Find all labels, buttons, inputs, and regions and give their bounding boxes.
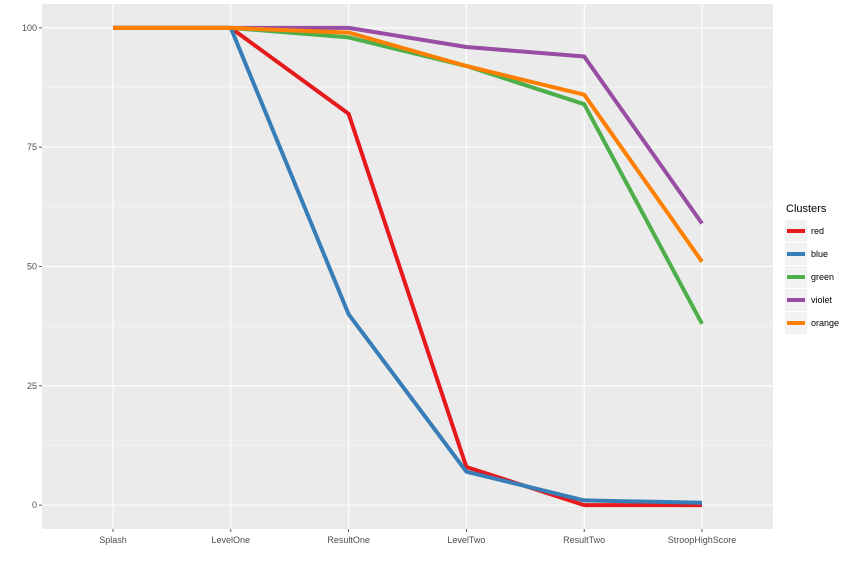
x-tick-label: Splash xyxy=(99,535,127,545)
series-lines xyxy=(113,25,704,508)
x-tick-label: LevelTwo xyxy=(447,535,485,545)
legend-label-blue: blue xyxy=(811,249,828,259)
legend-label-orange: orange xyxy=(811,318,839,328)
y-axis: 0 25 50 75 100 xyxy=(22,23,42,510)
y-tick-label: 50 xyxy=(27,262,37,272)
y-tick-label: 0 xyxy=(32,500,37,510)
legend-label-green: green xyxy=(811,272,834,282)
x-tick-label: LevelOne xyxy=(212,535,251,545)
legend-items: red blue green violet orange xyxy=(785,220,839,334)
x-axis: Splash LevelOne ResultOne LevelTwo ResultTwo… xyxy=(99,529,736,545)
x-tick-label: ResultTwo xyxy=(563,535,605,545)
y-tick-label: 25 xyxy=(27,381,37,391)
x-tick-label: ResultOne xyxy=(327,535,370,545)
legend-title: Clusters xyxy=(786,203,827,215)
y-tick-label: 100 xyxy=(22,23,37,33)
legend-label-violet: violet xyxy=(811,295,833,305)
minor-gridlines xyxy=(42,87,773,446)
x-tick-label: StroopHighScore xyxy=(668,535,737,545)
legend-label-red: red xyxy=(811,226,824,236)
y-tick-label: 75 xyxy=(27,142,37,152)
legend: Clusters red blue green violet orange xyxy=(785,203,839,334)
series-line-orange xyxy=(113,25,704,263)
